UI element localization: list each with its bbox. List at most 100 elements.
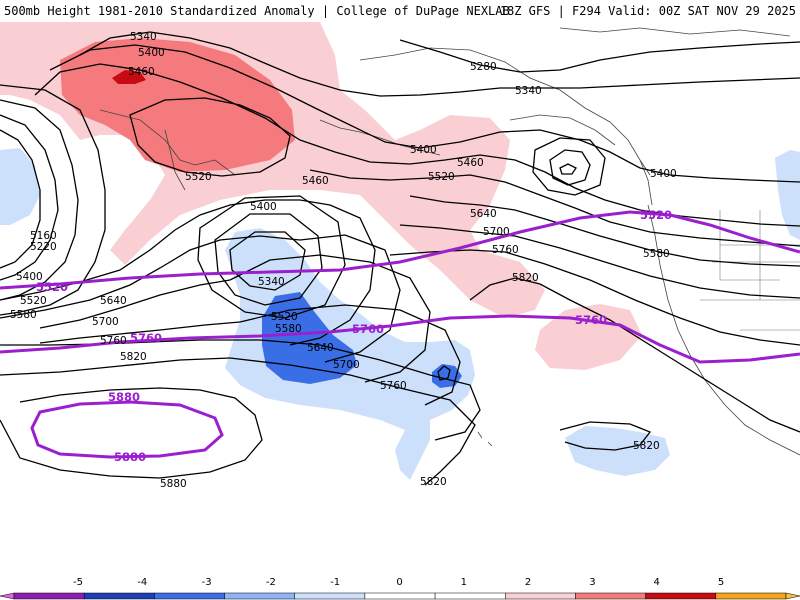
west-coast [647, 204, 800, 456]
colorbar-swatch [224, 592, 295, 600]
colorbar-swatch [645, 592, 717, 600]
highlight-label: 5760 [575, 313, 607, 327]
kamchatka-coast [164, 129, 186, 191]
contour-label: 5880 [160, 478, 187, 490]
contour-label: 5760 [380, 380, 407, 392]
contour-5520-ring [129, 97, 291, 177]
canada-coast [639, 159, 653, 206]
alaska-coast [359, 47, 651, 176]
contour-label: 5820 [120, 351, 147, 363]
colorbar-tick-label: 3 [589, 577, 595, 588]
contour-5640-west [39, 279, 231, 329]
model-valid-time: 18Z GFS | F294 Valid: 00Z SAT NOV 29 202… [499, 4, 796, 18]
contour-label: 5580 [275, 323, 302, 335]
colorbar-swatch [715, 592, 787, 600]
contour-label: 5640 [470, 208, 497, 220]
contour-label: 5400 [410, 144, 437, 156]
positive-anomaly-peak [112, 70, 146, 84]
negative-anomaly-south [565, 426, 670, 476]
hawaii-islands [477, 431, 493, 447]
contour-label: 5700 [483, 226, 510, 238]
contour-5520-west [0, 199, 331, 301]
contour-5700-west [39, 321, 241, 344]
contour-label: 5760 [492, 244, 519, 256]
contour-5760-low [200, 339, 481, 441]
contour-label: 5580 [643, 248, 670, 260]
highlight-label: 5520 [640, 208, 672, 222]
contour-label: 5520 [185, 171, 212, 183]
contour-5820-north [469, 277, 800, 433]
contour-label: 5460 [457, 157, 484, 169]
contour-5700-north [399, 224, 800, 299]
contour-label: 5520 [20, 295, 47, 307]
contour-5400-north [49, 44, 800, 183]
colorbar-ticks: -5 -4 -3 -2 -1 0 1 2 3 4 5 [73, 577, 724, 588]
contour-label: 5820 [633, 440, 660, 452]
contour-5640-north [409, 195, 800, 267]
contour-label: 5340 [515, 85, 542, 97]
gulf-coast [509, 114, 616, 146]
colorbar-tick-label: 5 [718, 577, 724, 588]
colorbar-swatch [294, 592, 366, 600]
contour-labels: 5340 5400 5460 5280 5340 5520 5400 5460 … [10, 31, 677, 490]
contour-label: 5820 [420, 476, 447, 488]
contour-label: 5820 [512, 272, 539, 284]
colorbar-arrow-right [785, 592, 800, 600]
contour-5820-south [559, 421, 652, 451]
positive-anomaly-core [60, 38, 295, 172]
arctic-islands [559, 27, 791, 37]
contour-5400-low [214, 213, 323, 306]
contour-label: 5640 [307, 342, 334, 354]
negative-anomaly-east [775, 150, 800, 240]
contour-west-2 [0, 129, 41, 269]
contour-label: 5400 [250, 201, 277, 213]
contour-5520-low [289, 204, 376, 346]
colorbar-swatch [83, 592, 155, 600]
colorbar-tick-label: -4 [137, 577, 147, 588]
contour-low-circle [437, 365, 451, 381]
contour-5640-low [229, 254, 431, 383]
highlight-label: 5760 [352, 322, 384, 336]
highlight-contours [0, 210, 800, 459]
highlight-label: 5760 [130, 331, 162, 345]
contour-small-low [559, 163, 577, 175]
contour-5580-low [299, 234, 401, 363]
colorbar-swatch [364, 592, 436, 600]
contour-west-3 [0, 99, 79, 301]
colorbar-swatch [154, 592, 225, 600]
colorbar-tick-label: -5 [73, 577, 83, 588]
colorbar-swatches [0, 592, 800, 600]
contour-label: 5700 [333, 359, 360, 371]
contour-label: 5460 [302, 175, 329, 187]
contour-5880-low [0, 387, 263, 479]
contour-label: 5400 [16, 271, 43, 283]
contour-5820-low [229, 357, 476, 486]
contour-5460-low [197, 195, 346, 319]
contour-label: 5400 [138, 47, 165, 59]
colorbar-tick-label: 4 [654, 577, 660, 588]
siberia-coast [99, 109, 236, 176]
highlight-5520 [0, 210, 800, 290]
negative-anomaly-core [262, 292, 357, 384]
positive-anomaly-east [535, 304, 642, 370]
contour-5700-low [239, 304, 461, 406]
contour-label: 5220 [30, 241, 57, 253]
highlight-label: 5520 [36, 280, 68, 294]
contour-west-4 [0, 84, 106, 316]
contour-label: 5580 [10, 309, 37, 321]
contour-label: 5400 [650, 168, 677, 180]
colorbar-swatch [505, 592, 576, 600]
colorbar-tick-label: -3 [202, 577, 212, 588]
colorbar-swatch [434, 592, 506, 600]
contour-west-1 [0, 114, 59, 281]
contour-label: 5340 [130, 31, 157, 43]
contour-label: 5160 [30, 230, 57, 242]
highlight-label: 5880 [108, 390, 140, 404]
contour-label: 5700 [92, 316, 119, 328]
highlight-5880 [30, 400, 224, 459]
contour-label: 5280 [470, 61, 497, 73]
contour-label: 5520 [271, 311, 298, 323]
colorbar-swatch [13, 592, 85, 600]
contour-5460-ring [532, 137, 606, 196]
highlight-label: 5880 [114, 450, 146, 464]
